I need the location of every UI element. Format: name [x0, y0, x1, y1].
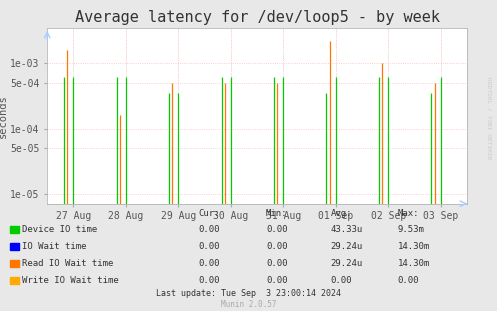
Text: 0.00: 0.00	[199, 276, 220, 285]
Text: Max:: Max:	[398, 209, 419, 218]
Text: 14.30m: 14.30m	[398, 259, 430, 268]
Text: IO Wait time: IO Wait time	[22, 242, 86, 251]
Text: 0.00: 0.00	[266, 225, 287, 234]
Text: 0.00: 0.00	[266, 242, 287, 251]
Text: Min:: Min:	[266, 209, 287, 218]
Title: Average latency for /dev/loop5 - by week: Average latency for /dev/loop5 - by week	[75, 11, 440, 26]
Text: Device IO time: Device IO time	[22, 225, 97, 234]
Text: 0.00: 0.00	[266, 276, 287, 285]
Text: Avg:: Avg:	[331, 209, 352, 218]
Text: 0.00: 0.00	[199, 225, 220, 234]
Text: 0.00: 0.00	[398, 276, 419, 285]
Text: 43.33u: 43.33u	[331, 225, 363, 234]
Y-axis label: seconds: seconds	[0, 94, 7, 138]
Text: Read IO Wait time: Read IO Wait time	[22, 259, 113, 268]
Text: 14.30m: 14.30m	[398, 242, 430, 251]
Text: Cur:: Cur:	[199, 209, 220, 218]
Text: 29.24u: 29.24u	[331, 259, 363, 268]
Text: Munin 2.0.57: Munin 2.0.57	[221, 300, 276, 309]
Text: Last update: Tue Sep  3 23:00:14 2024: Last update: Tue Sep 3 23:00:14 2024	[156, 289, 341, 298]
Text: 0.00: 0.00	[199, 259, 220, 268]
Text: 0.00: 0.00	[331, 276, 352, 285]
Text: 0.00: 0.00	[266, 259, 287, 268]
Text: 29.24u: 29.24u	[331, 242, 363, 251]
Text: 9.53m: 9.53m	[398, 225, 424, 234]
Text: Write IO Wait time: Write IO Wait time	[22, 276, 119, 285]
Text: RRDTOOL / TOBI OETIKER: RRDTOOL / TOBI OETIKER	[486, 77, 491, 160]
Text: 0.00: 0.00	[199, 242, 220, 251]
